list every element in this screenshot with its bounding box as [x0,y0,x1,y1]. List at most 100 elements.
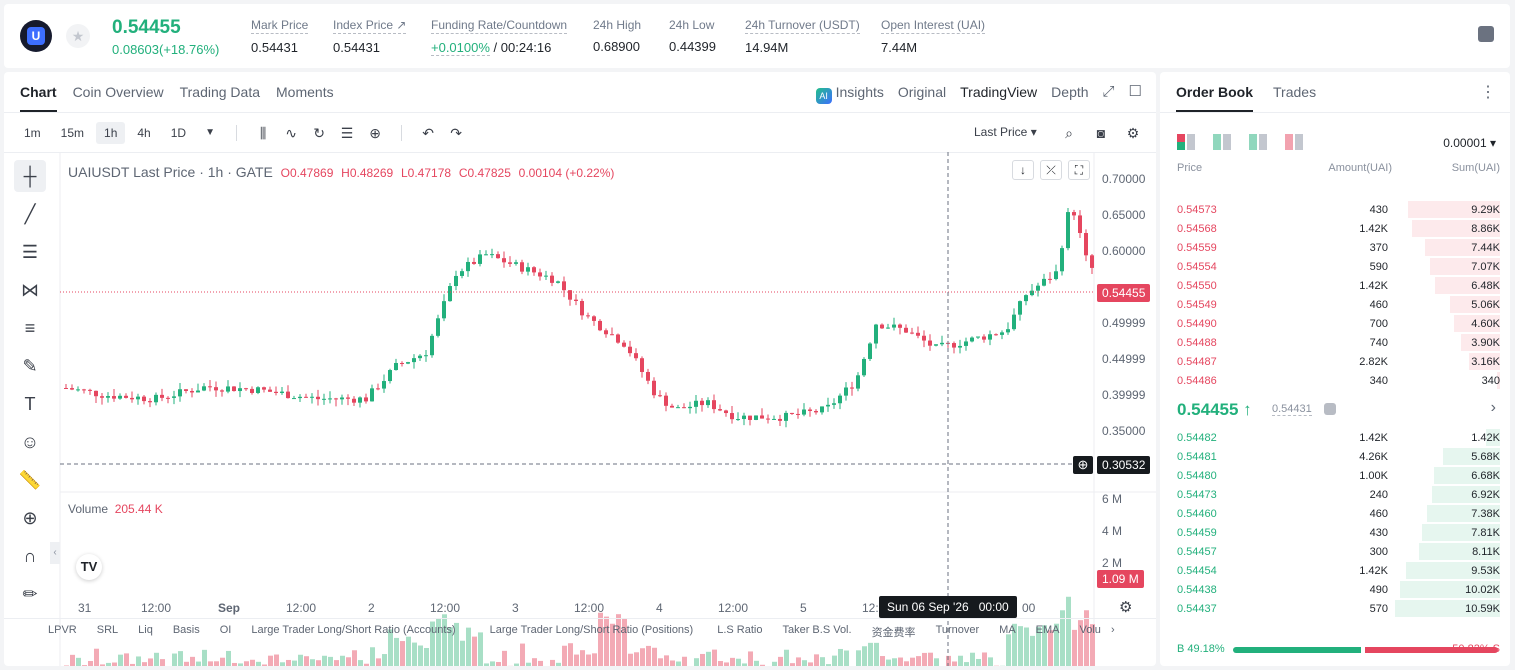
tab-chart[interactable]: Chart [20,72,57,112]
tab-tradingview[interactable]: TradingView [960,84,1038,100]
indicator-turnover[interactable]: Turnover [935,624,980,636]
ask-row[interactable]: 0.54573 430 9.29K [1160,200,1510,219]
layout-both-icon[interactable] [1177,134,1195,150]
indicator-lt-accounts[interactable]: Large Trader Long/Short Ratio (Accounts) [251,624,456,636]
layout-asks-icon[interactable] [1249,134,1267,150]
settings-gear-icon[interactable]: ⚙ [1126,125,1140,141]
chevron-right-icon[interactable]: › [1110,624,1115,636]
fib-icon[interactable]: ≡ [24,318,36,338]
layout-bids-icon[interactable] [1213,134,1231,150]
collapse-sidebar-icon[interactable]: ‹ [50,542,60,564]
bid-row[interactable]: 0.54459 430 7.81K [1160,523,1510,542]
arrow-down-icon[interactable]: ↓ [1012,160,1034,180]
ask-row[interactable]: 0.54559 370 7.44K [1160,238,1510,257]
indicator-lpvr[interactable]: LPVR [48,624,77,636]
last-price-select[interactable]: Last Price ▾ [974,125,1037,139]
indicator-lt-positions[interactable]: Large Trader Long/Short Ratio (Positions… [489,624,694,636]
timeframe-15m[interactable]: 15m [60,126,85,140]
timeframe-1m[interactable]: 1m [24,126,41,140]
pencil-icon[interactable]: ✏ [22,584,38,604]
candle-body [592,316,596,321]
tab-trades[interactable]: Trades [1273,84,1317,100]
stat-label[interactable]: Mark Price [251,18,309,34]
ask-row[interactable]: 0.54487 2.82K 3.16K [1160,352,1510,371]
candlestick-chart[interactable] [4,152,1156,666]
bid-row[interactable]: 0.54480 1.00K 6.68K [1160,466,1510,485]
chevron-down-icon[interactable]: ▼ [205,127,216,138]
ask-row[interactable]: 0.54554 590 7.07K [1160,257,1510,276]
window-icon[interactable]: ☐ [1128,83,1142,100]
bid-row[interactable]: 0.54438 490 10.02K [1160,580,1510,599]
crosshair-icon[interactable]: ┼ [14,160,46,192]
funding-rate-value[interactable]: +0.0100% [431,40,490,56]
stat-label[interactable]: Open Interest (UAI) [881,18,986,34]
timeframe-1h[interactable]: 1h [96,122,126,144]
camera-icon[interactable]: ◙ [1096,125,1106,141]
timeframe-1d[interactable]: 1D [170,126,187,140]
indicator-ma[interactable]: MA [999,624,1016,636]
magnet-icon[interactable]: ∩ [23,546,37,566]
text-icon[interactable]: T [24,394,36,414]
axis-settings-icon[interactable]: ⚙ [1119,599,1133,616]
horizontal-lines-icon[interactable]: ☰ [21,242,39,262]
chevron-right-icon[interactable]: › [1490,399,1496,416]
indicator-srl[interactable]: SRL [96,624,119,636]
zoom-in-icon[interactable]: ⊕ [22,508,38,528]
ruler-icon[interactable]: 📏 [18,470,42,490]
ask-row[interactable]: 0.54550 1.42K 6.48K [1160,276,1510,295]
bid-row[interactable]: 0.54481 4.26K 5.68K [1160,447,1510,466]
emoji-icon[interactable]: ☺ [20,432,40,452]
trend-line-icon[interactable]: ╱ [24,204,36,224]
ask-row[interactable]: 0.54568 1.42K 8.86K [1160,219,1510,238]
tradingview-logo-icon[interactable]: TV [76,554,102,580]
tab-moments[interactable]: Moments [276,84,334,100]
tab-trading-data[interactable]: Trading Data [179,84,261,100]
fullscreen-icon[interactable]: ⛶ [1068,160,1090,180]
stat-label[interactable]: Funding Rate/Countdown [431,18,568,34]
redo-icon[interactable]: ↷ [450,125,462,141]
stat-label[interactable]: 24h Turnover (USDT) [745,18,860,34]
indicator-ema[interactable]: EMA [1035,624,1060,636]
bid-row[interactable]: 0.54460 460 7.38K [1160,504,1510,523]
pattern-icon[interactable]: ⋈ [21,280,39,300]
search-icon[interactable]: ⌕ [1065,125,1073,141]
stat-label[interactable]: Index Price ↗ [333,18,407,34]
bid-row[interactable]: 0.54454 1.42K 9.53K [1160,561,1510,580]
tab-depth[interactable]: Depth [1051,84,1089,100]
indicator-liq[interactable]: Liq [138,624,153,636]
indicator-volume[interactable]: Volu [1079,624,1101,636]
refresh-icon[interactable]: ↻ [313,125,325,141]
add-indicator-icon[interactable]: ⊕ [369,125,381,141]
collapse-icon[interactable]: ⤫ [1040,160,1062,180]
favorite-star-icon[interactable]: ★ [66,24,90,48]
timeframe-4h[interactable]: 4h [137,126,151,140]
brush-icon[interactable]: ✎ [22,356,38,376]
ask-row[interactable]: 0.54490 700 4.60K [1160,314,1510,333]
tab-coin-overview[interactable]: Coin Overview [72,84,164,100]
ask-row[interactable]: 0.54488 740 3.90K [1160,333,1510,352]
more-menu-icon[interactable]: ⋮ [1480,84,1496,101]
bid-row[interactable]: 0.54437 570 10.59K [1160,599,1510,618]
tab-order-book[interactable]: Order Book [1176,72,1254,112]
ask-row[interactable]: 0.54549 460 5.06K [1160,295,1510,314]
candle-type-icon[interactable]: ⫼ [259,125,267,141]
bid-row[interactable]: 0.54457 300 8.11K [1160,542,1510,561]
indicator-oi[interactable]: OI [219,624,232,636]
ask-row[interactable]: 0.54486 340 340 [1160,371,1510,390]
tab-original[interactable]: Original [897,84,947,100]
undo-icon[interactable]: ↶ [422,125,434,141]
precision-select[interactable]: 0.00001 ▾ [1443,136,1496,150]
guide-book-icon[interactable] [1478,26,1494,42]
indicator-taker-vol[interactable]: Taker B.S Vol. [782,624,852,636]
add-alert-icon[interactable]: ⊕ [1073,456,1093,474]
indicator-ls-ratio[interactable]: L.S Ratio [717,624,763,636]
indicator-basis[interactable]: Basis [172,624,200,636]
template-icon[interactable]: ☰ [340,125,354,141]
layout-sell-icon[interactable] [1285,134,1303,150]
indicator-funding-rate[interactable]: 资金费率 [871,627,916,639]
bid-row[interactable]: 0.54482 1.42K 1.42K [1160,428,1510,447]
tab-insights[interactable]: AI Insights [815,72,884,112]
expand-icon[interactable]: ⤢ [1102,83,1115,100]
indicators-icon[interactable]: ∿ [285,125,297,141]
bid-row[interactable]: 0.54473 240 6.92K [1160,485,1510,504]
